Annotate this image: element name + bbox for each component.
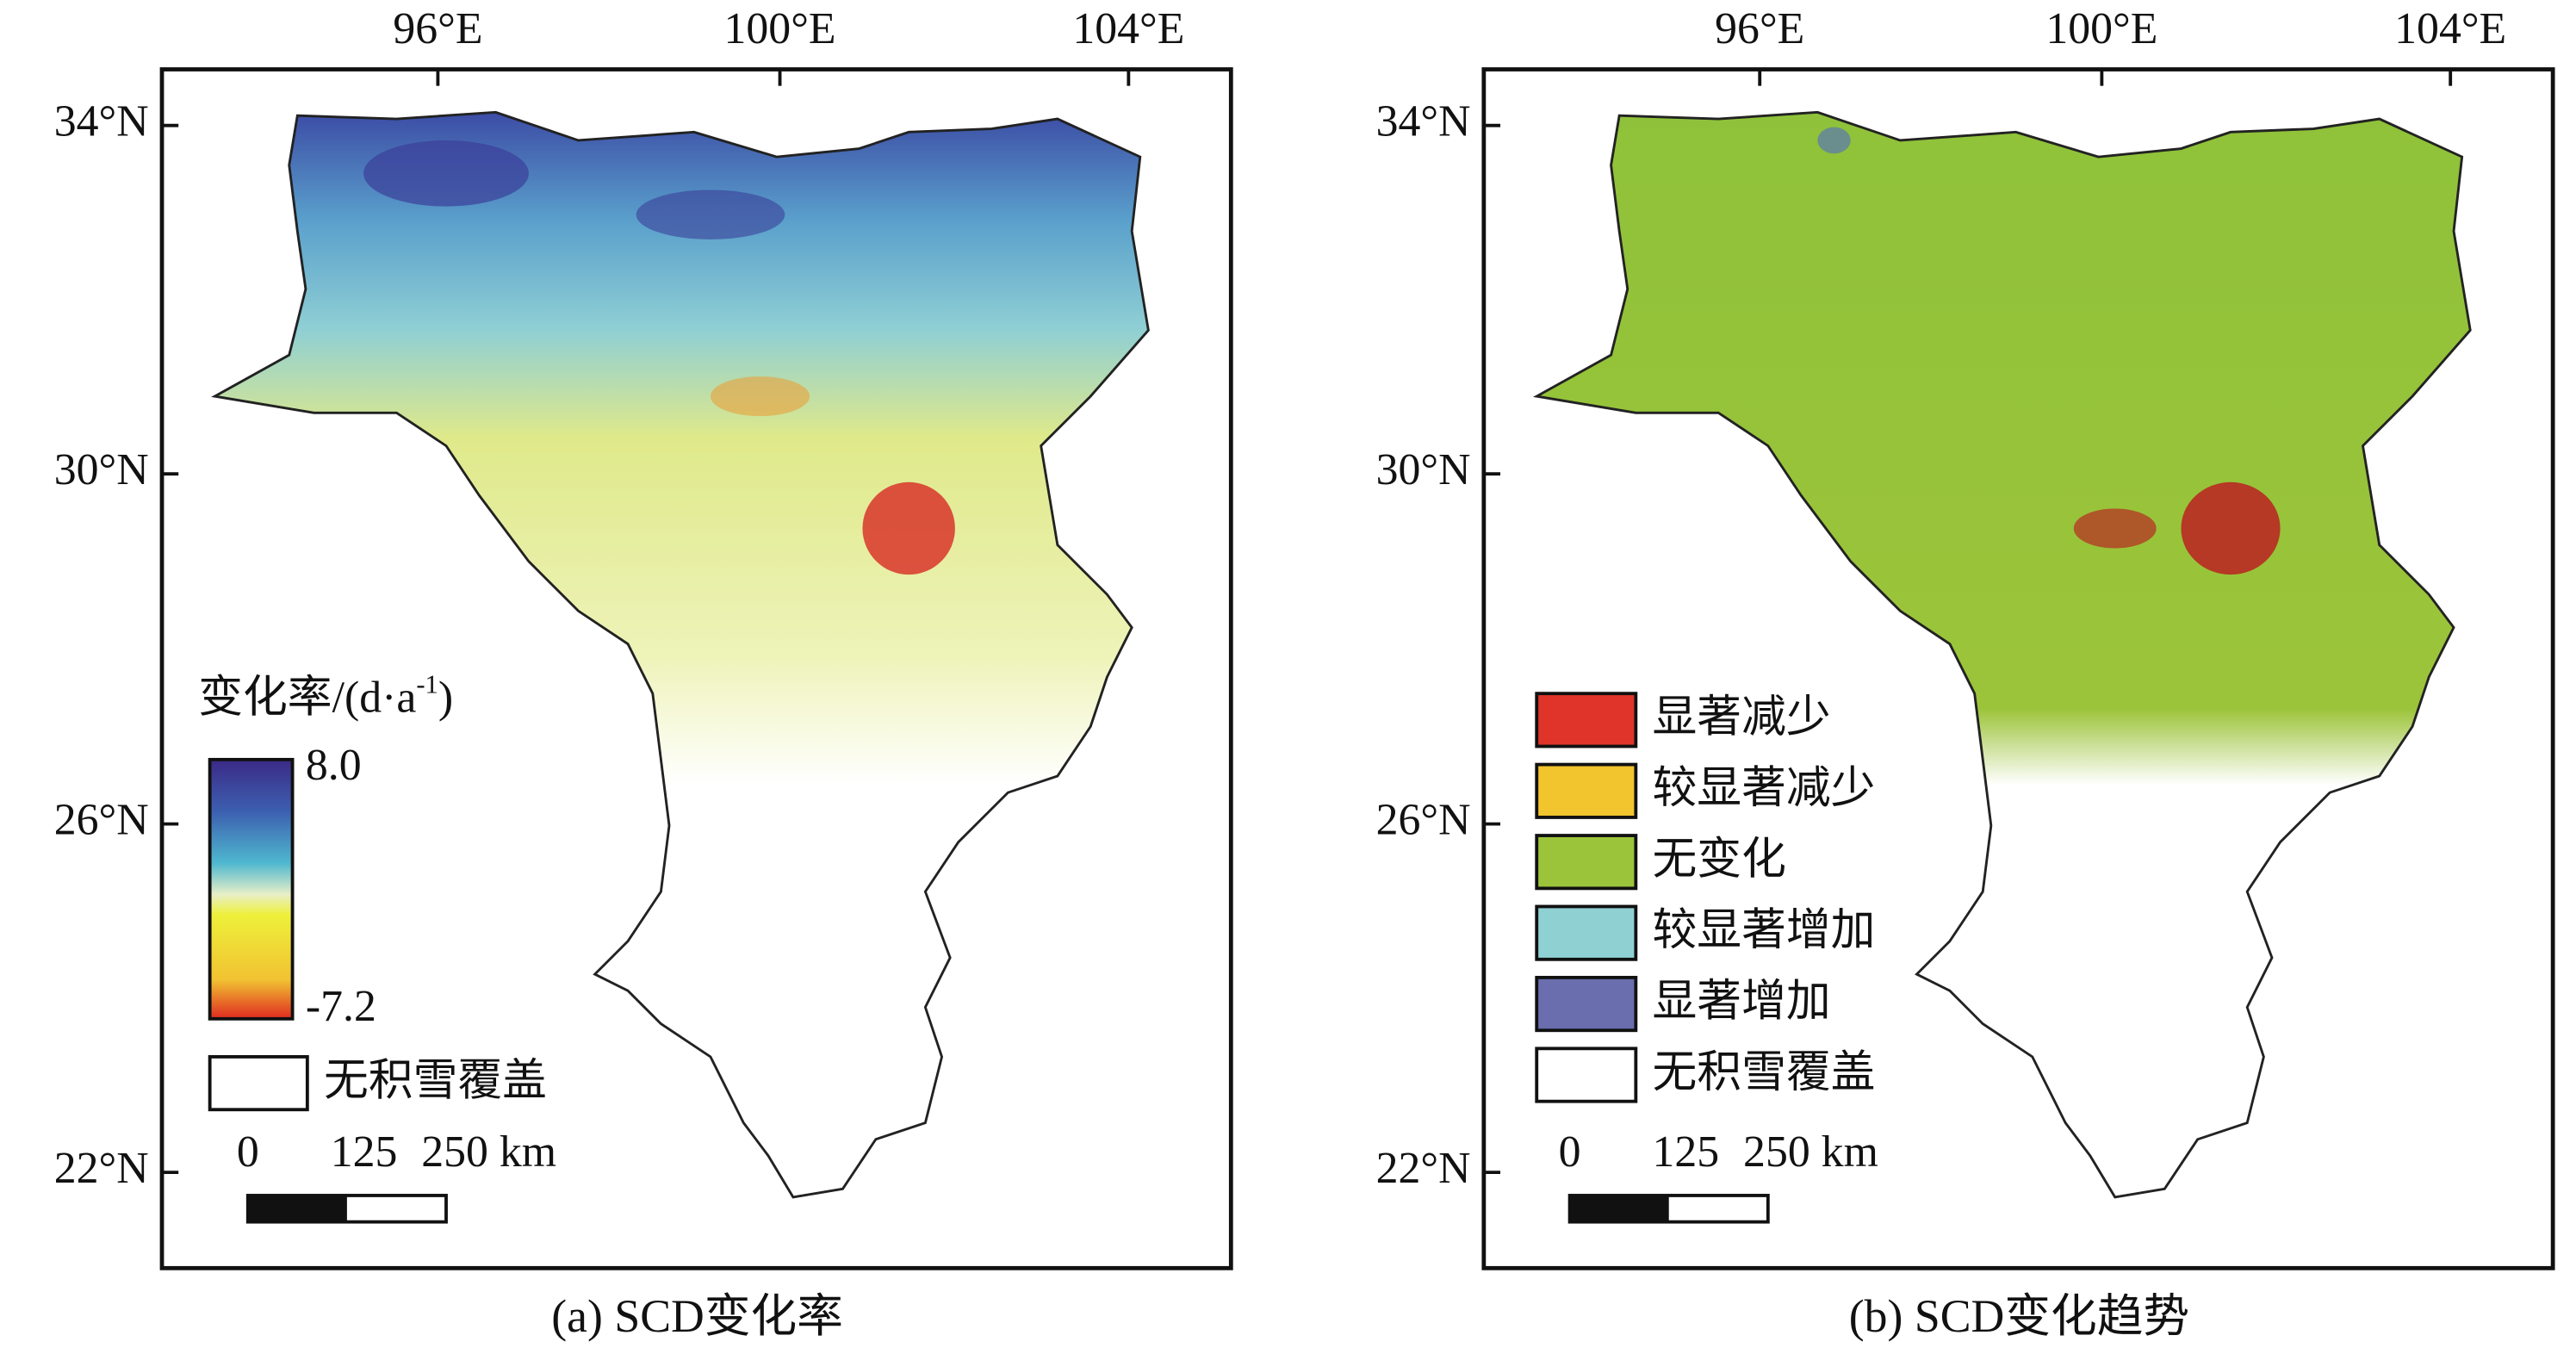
colorbar-min: -7.2	[306, 982, 376, 1031]
lon-tick-label: 96°E	[1715, 4, 1804, 53]
legend-swatch	[1535, 834, 1638, 891]
legend-swatch	[1535, 762, 1638, 819]
legend-title: 变化率/(d·a-1)	[198, 670, 453, 723]
lon-tick-label: 96°E	[393, 4, 482, 53]
legend-label: 无变化	[1653, 835, 1786, 885]
region	[211, 110, 1150, 1199]
legend-title-end: )	[438, 674, 453, 723]
legend-label: 显著减少	[1653, 693, 1831, 742]
lat-tick-label: 22°N	[54, 1144, 149, 1193]
no-snow-label: 无积雪覆盖	[324, 1056, 547, 1105]
lon-tick-label: 104°E	[1072, 4, 1184, 53]
caption: (b) SCD变化趋势	[1849, 1290, 2189, 1342]
colorbar-max: 8.0	[306, 741, 362, 790]
colorbar	[208, 757, 295, 1021]
lat-tick-label: 26°N	[54, 796, 149, 845]
scale-label: 0	[237, 1127, 259, 1177]
no-snow-swatch	[208, 1055, 309, 1112]
blue-patch	[636, 189, 785, 239]
lat-tick-label: 26°N	[1376, 796, 1471, 845]
lat-tick-label: 30°N	[54, 445, 149, 494]
lat-tick-label: 22°N	[1376, 1144, 1471, 1193]
blue-patch	[1817, 127, 1851, 154]
lon-tick-label: 100°E	[2045, 4, 2157, 53]
lat-tick-label: 30°N	[1376, 445, 1471, 494]
orange-patch	[710, 376, 810, 417]
panel: 96°E 100°E 104°E 34°N 30°N 26°N 22°N (a) SCD变化率…	[54, 4, 1233, 1342]
scale-label: 125	[1653, 1127, 1720, 1177]
scale-label: 0	[1559, 1127, 1581, 1177]
map-frame	[1481, 67, 2555, 1270]
scale-label: 125	[331, 1127, 398, 1177]
caption: (a) SCD变化率	[551, 1290, 843, 1342]
lat-tick-label: 34°N	[1376, 97, 1471, 146]
legend-swatch	[1535, 904, 1638, 961]
legend-swatch	[1535, 1047, 1638, 1103]
legend-title-sup: -1	[416, 670, 438, 699]
red-patch	[862, 481, 955, 575]
red-patch	[2181, 481, 2281, 575]
scale-bar-black	[1569, 1195, 1669, 1222]
legend-swatch	[1535, 692, 1638, 748]
scale-label: 250 km	[1743, 1127, 1878, 1177]
panel: 96°E 100°E 104°E 34°N 30°N 26°N 22°N (b) SCD变化趋…	[1376, 4, 2555, 1342]
scale-label: 250 km	[421, 1127, 556, 1177]
legend-label: 较显著增加	[1653, 906, 1876, 955]
blue-patch	[363, 140, 529, 207]
legend-label: 较显著减少	[1653, 764, 1876, 813]
legend-label: 显著增加	[1653, 977, 1831, 1026]
legend-title-text: 变化率/(d·a	[198, 674, 416, 723]
map-frame	[159, 67, 1233, 1270]
legend-label: 无积雪覆盖	[1653, 1048, 1876, 1097]
scale-bar-black	[247, 1195, 347, 1222]
lat-tick-label: 34°N	[54, 97, 149, 146]
lon-tick-label: 100°E	[724, 4, 836, 53]
red-patch	[2073, 508, 2157, 549]
legend-swatch	[1535, 975, 1638, 1033]
lon-tick-label: 104°E	[2394, 4, 2506, 53]
region	[1532, 110, 2472, 1199]
